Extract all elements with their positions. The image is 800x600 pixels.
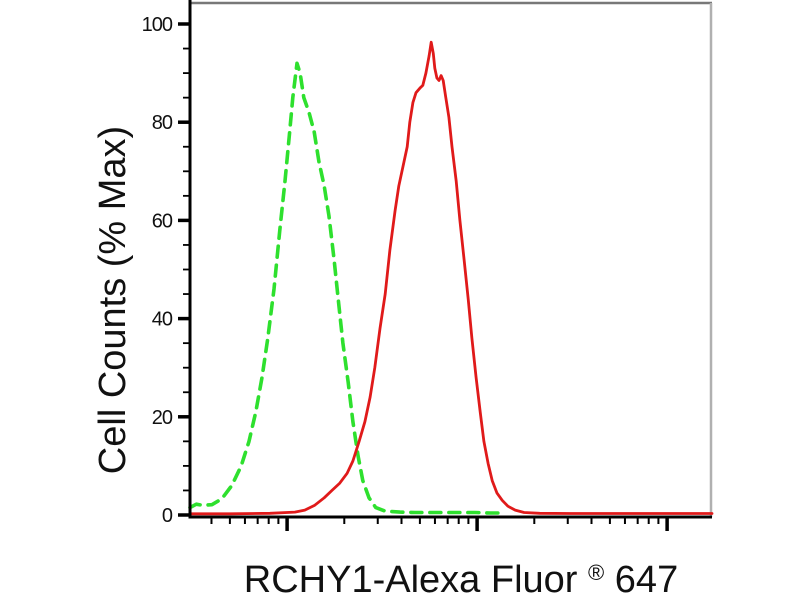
y-tick-label-20: 20	[152, 407, 173, 429]
y-axis-title: Cell Counts (% Max)	[92, 126, 134, 474]
x-axis-title-text: RCHY1-Alexa Fluor	[244, 559, 578, 600]
registered-trademark-symbol: ®	[588, 560, 604, 585]
series-curve-RCHY1-Alexa-Fluor-647	[188, 40, 714, 516]
y-tick-labels: 0 20 40 60 80 100	[142, 14, 174, 527]
y-tick-label-0: 0	[162, 505, 173, 527]
y-tick-label-80: 80	[152, 112, 173, 134]
axis-ticks	[178, 22, 669, 531]
y-tick-label-100: 100	[142, 14, 173, 36]
axis-lines	[188, 0, 712, 519]
data-series	[188, 40, 714, 516]
y-tick-label-60: 60	[152, 210, 173, 232]
series-curve-control	[188, 61, 502, 515]
x-axis-title-suffix: 647	[615, 559, 678, 600]
x-axis-title: RCHY1-Alexa Fluor ® 647	[244, 547, 678, 600]
plot-borders	[190, 1, 713, 517]
y-tick-label-40: 40	[152, 309, 173, 331]
